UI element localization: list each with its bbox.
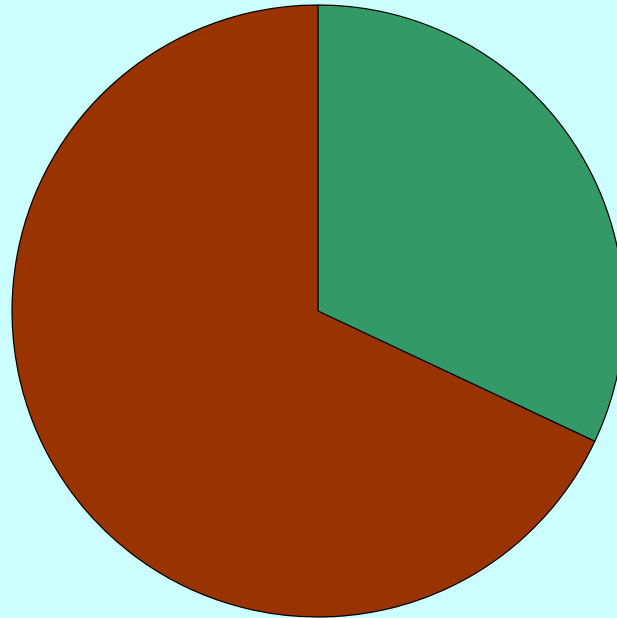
pie-slice-2 <box>11 4 596 618</box>
pie-slice-1 <box>317 4 617 442</box>
pie-slices <box>11 4 617 618</box>
